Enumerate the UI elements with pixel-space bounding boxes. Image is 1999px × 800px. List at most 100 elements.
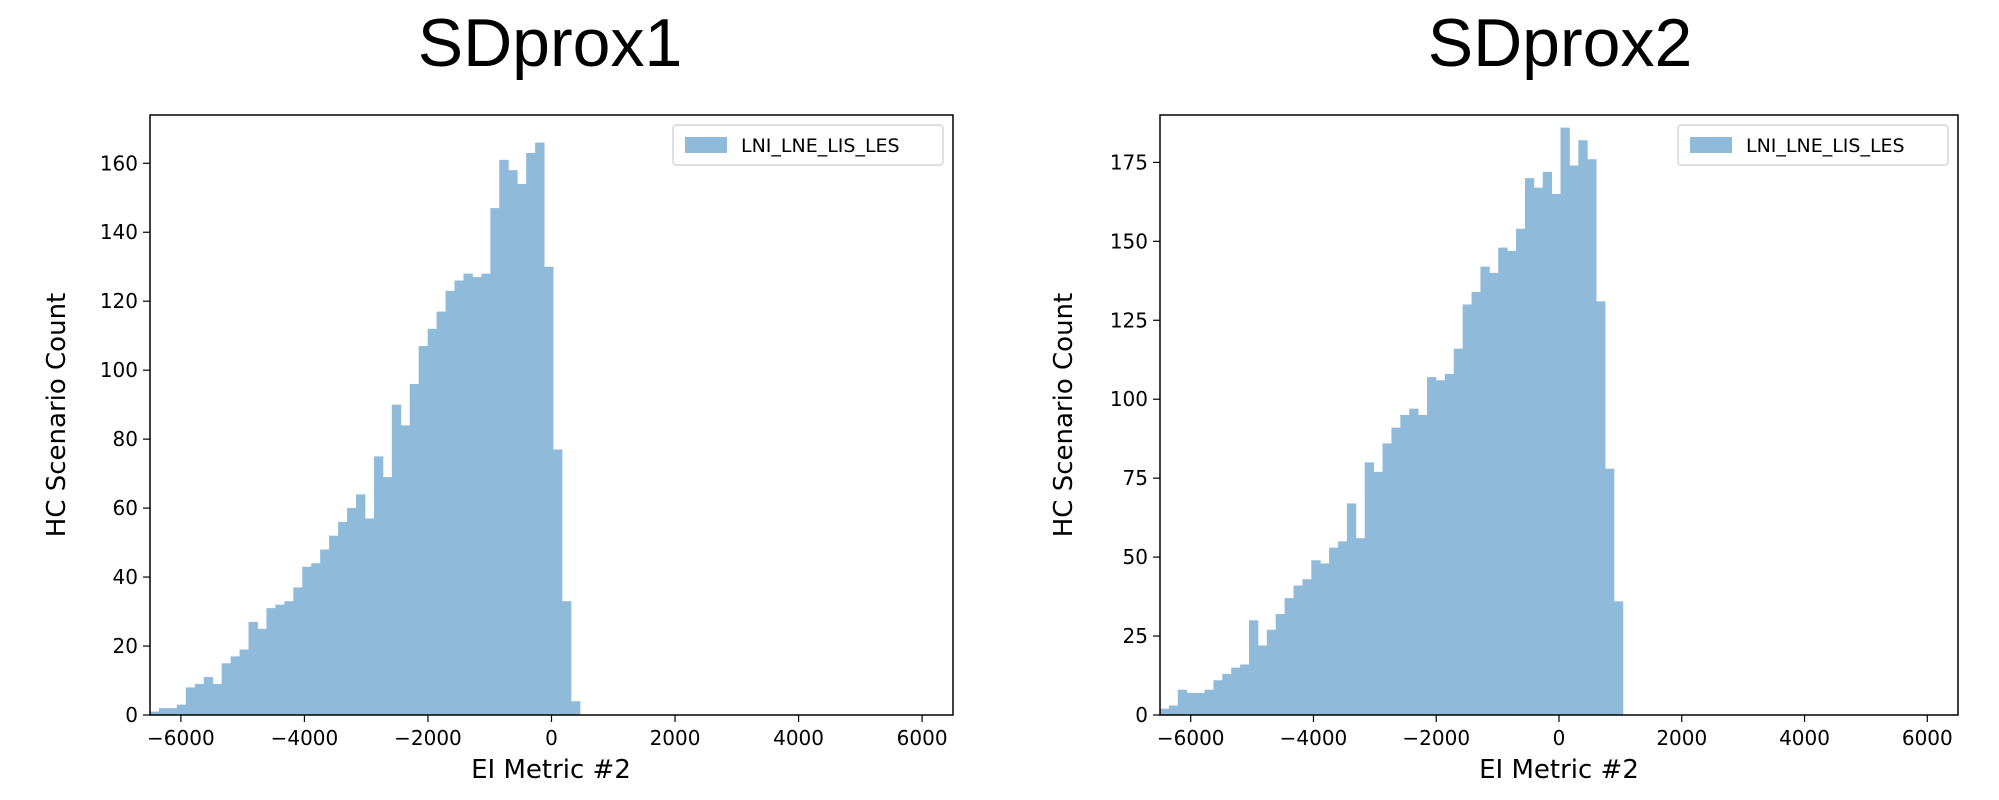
histogram-bar <box>427 328 438 715</box>
y-tick: 150 <box>1110 229 1160 253</box>
histogram-bar <box>1160 708 1170 715</box>
legend-label: LNI_LNE_LIS_LES <box>741 135 900 157</box>
x-tick-label: 6000 <box>897 726 948 750</box>
histogram-bar <box>400 425 411 715</box>
histogram-bar <box>176 704 187 715</box>
histogram-bar <box>1311 560 1321 715</box>
legend-swatch <box>1690 137 1732 153</box>
y-tick-label: 80 <box>113 427 138 451</box>
x-tick: −2000 <box>1402 715 1470 750</box>
y-tick: 25 <box>1123 624 1160 648</box>
y-axis-label: HC Scenario Count <box>42 293 72 537</box>
y-tick-label: 0 <box>1135 703 1148 727</box>
histogram-bar <box>1346 503 1357 715</box>
histogram-bar <box>221 663 232 715</box>
histogram-bar <box>1489 272 1499 715</box>
histogram-bar <box>382 477 393 715</box>
x-tick: −6000 <box>1157 715 1225 750</box>
histogram-bar <box>1471 291 1481 715</box>
histogram-bar <box>1177 689 1188 715</box>
x-tick: 2000 <box>650 715 700 750</box>
y-tick-label: 140 <box>100 220 138 244</box>
y-tick-label: 125 <box>1110 308 1148 332</box>
histogram-bar <box>1400 415 1410 715</box>
y-tick-label: 160 <box>100 151 138 175</box>
y-tick: 175 <box>1110 150 1160 174</box>
y-tick: 100 <box>100 358 150 382</box>
histogram-bar <box>373 456 384 715</box>
histogram-bar <box>203 677 214 715</box>
histogram-bar <box>1435 380 1446 715</box>
histogram-bar <box>1596 301 1606 715</box>
histogram-bar <box>1329 547 1339 715</box>
y-tick: 140 <box>100 220 150 244</box>
y-tick-label: 75 <box>1123 466 1148 490</box>
histogram-bar <box>1382 443 1392 715</box>
histogram-bar <box>1409 408 1419 715</box>
y-tick-label: 20 <box>113 634 138 658</box>
x-tick-label: −2000 <box>394 726 462 750</box>
histogram-bar <box>239 649 249 715</box>
x-tick: −6000 <box>147 715 215 750</box>
x-tick-label: 4000 <box>773 726 824 750</box>
histogram-bar <box>1373 471 1383 715</box>
x-tick: 6000 <box>1902 715 1953 750</box>
histogram-bar <box>158 708 169 715</box>
histogram-bar <box>463 273 473 715</box>
histogram-bar <box>150 711 160 715</box>
y-tick-label: 40 <box>113 565 138 589</box>
histogram-bar <box>257 628 267 715</box>
histogram-bar <box>1578 140 1588 715</box>
histogram-bar <box>1222 673 1232 715</box>
legend-box <box>1677 124 1949 166</box>
histogram-bar <box>481 273 491 715</box>
histogram-bar <box>1444 373 1455 715</box>
histogram-bar <box>347 508 357 715</box>
y-tick: 80 <box>113 427 150 451</box>
x-tick: 4000 <box>1779 715 1830 750</box>
y-tick: 160 <box>100 151 150 175</box>
histogram-bar <box>1302 579 1312 715</box>
histogram-bar <box>364 518 375 715</box>
histogram-bar <box>1453 348 1464 715</box>
histogram-bar <box>194 683 205 715</box>
histogram-bar <box>1204 689 1214 715</box>
histogram-bar <box>1257 645 1268 715</box>
histogram-bar <box>1507 250 1517 715</box>
histogram-bar <box>1542 171 1553 715</box>
histogram-bar <box>248 621 258 715</box>
histogram-bar <box>1569 165 1579 715</box>
histogram-bar <box>570 701 581 715</box>
histogram-bar <box>472 277 482 715</box>
histogram-bar <box>445 290 455 715</box>
x-tick-label: 0 <box>1553 726 1566 750</box>
x-tick: 2000 <box>1656 715 1707 750</box>
x-tick: −4000 <box>271 715 338 750</box>
histogram-bar <box>454 280 464 715</box>
histogram-bar <box>391 404 402 715</box>
histogram-bar <box>266 608 276 715</box>
y-tick-label: 150 <box>1110 229 1148 253</box>
x-tick-label: −4000 <box>1280 726 1348 750</box>
y-tick-label: 50 <box>1123 545 1148 569</box>
histogram-bar <box>1266 629 1277 715</box>
x-axis-label: EI Metric #2 <box>471 755 631 785</box>
histogram-bar <box>508 170 518 715</box>
y-tick-label: 0 <box>125 703 138 727</box>
histogram-bar <box>562 601 572 715</box>
histogram-bar <box>535 142 545 716</box>
histogram-bar <box>284 601 294 715</box>
histogram-bar <box>1533 187 1544 715</box>
y-tick: 120 <box>100 289 150 313</box>
x-tick-label: −2000 <box>1402 726 1470 750</box>
histogram-bar <box>1231 667 1241 715</box>
histogram-bar <box>275 604 285 715</box>
histogram-bar <box>526 152 536 715</box>
x-tick-label: 4000 <box>1779 726 1830 750</box>
histogram-bar <box>1195 692 1205 715</box>
y-tick-label: 120 <box>100 289 138 313</box>
histogram-bar <box>1560 127 1570 715</box>
chart-title-right: SDprox2 <box>1427 5 1693 81</box>
y-tick: 60 <box>113 496 150 520</box>
histogram-bar <box>409 383 420 715</box>
